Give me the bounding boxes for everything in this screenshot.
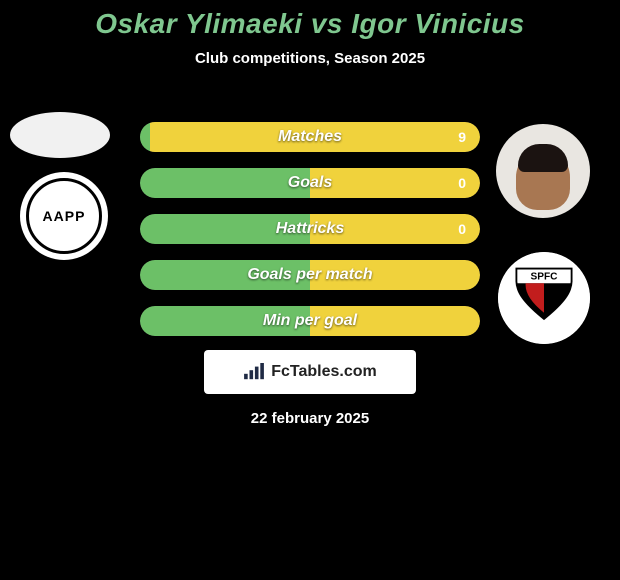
player-right-club-badge: SPFC xyxy=(498,252,590,344)
watermark-text: FcTables.com xyxy=(271,363,377,381)
player-left-club-badge: AAPP xyxy=(20,172,108,260)
stat-rows: Matches9Goals0Hattricks0Goals per matchM… xyxy=(140,122,480,352)
player-left-club-text: AAPP xyxy=(26,178,102,254)
page-title: Oskar Ylimaeki vs Igor Vinicius xyxy=(0,0,620,40)
comparison-card: Oskar Ylimaeki vs Igor Vinicius Club com… xyxy=(0,0,620,580)
stat-label: Min per goal xyxy=(140,306,480,336)
date-text: 22 february 2025 xyxy=(0,410,620,427)
stat-value-right: 9 xyxy=(458,122,466,152)
subtitle: Club competitions, Season 2025 xyxy=(0,50,620,67)
player-left-avatar xyxy=(10,112,110,158)
bar-chart-icon xyxy=(243,363,265,381)
stat-row: Goals per match xyxy=(140,260,480,290)
stat-row: Goals0 xyxy=(140,168,480,198)
stat-value-right: 0 xyxy=(458,168,466,198)
player-right-avatar xyxy=(496,124,590,218)
stat-value-right: 0 xyxy=(458,214,466,244)
spfc-shield-icon: SPFC xyxy=(498,252,590,344)
player-right-avatar-hair xyxy=(518,144,568,172)
stat-label: Goals per match xyxy=(140,260,480,290)
stat-label: Matches xyxy=(140,122,480,152)
stat-row: Matches9 xyxy=(140,122,480,152)
svg-text:SPFC: SPFC xyxy=(531,272,559,283)
stat-row: Min per goal xyxy=(140,306,480,336)
player-right-avatar-head xyxy=(516,150,570,210)
stat-label: Hattricks xyxy=(140,214,480,244)
stat-row: Hattricks0 xyxy=(140,214,480,244)
stat-label: Goals xyxy=(140,168,480,198)
watermark: FcTables.com xyxy=(204,350,416,394)
